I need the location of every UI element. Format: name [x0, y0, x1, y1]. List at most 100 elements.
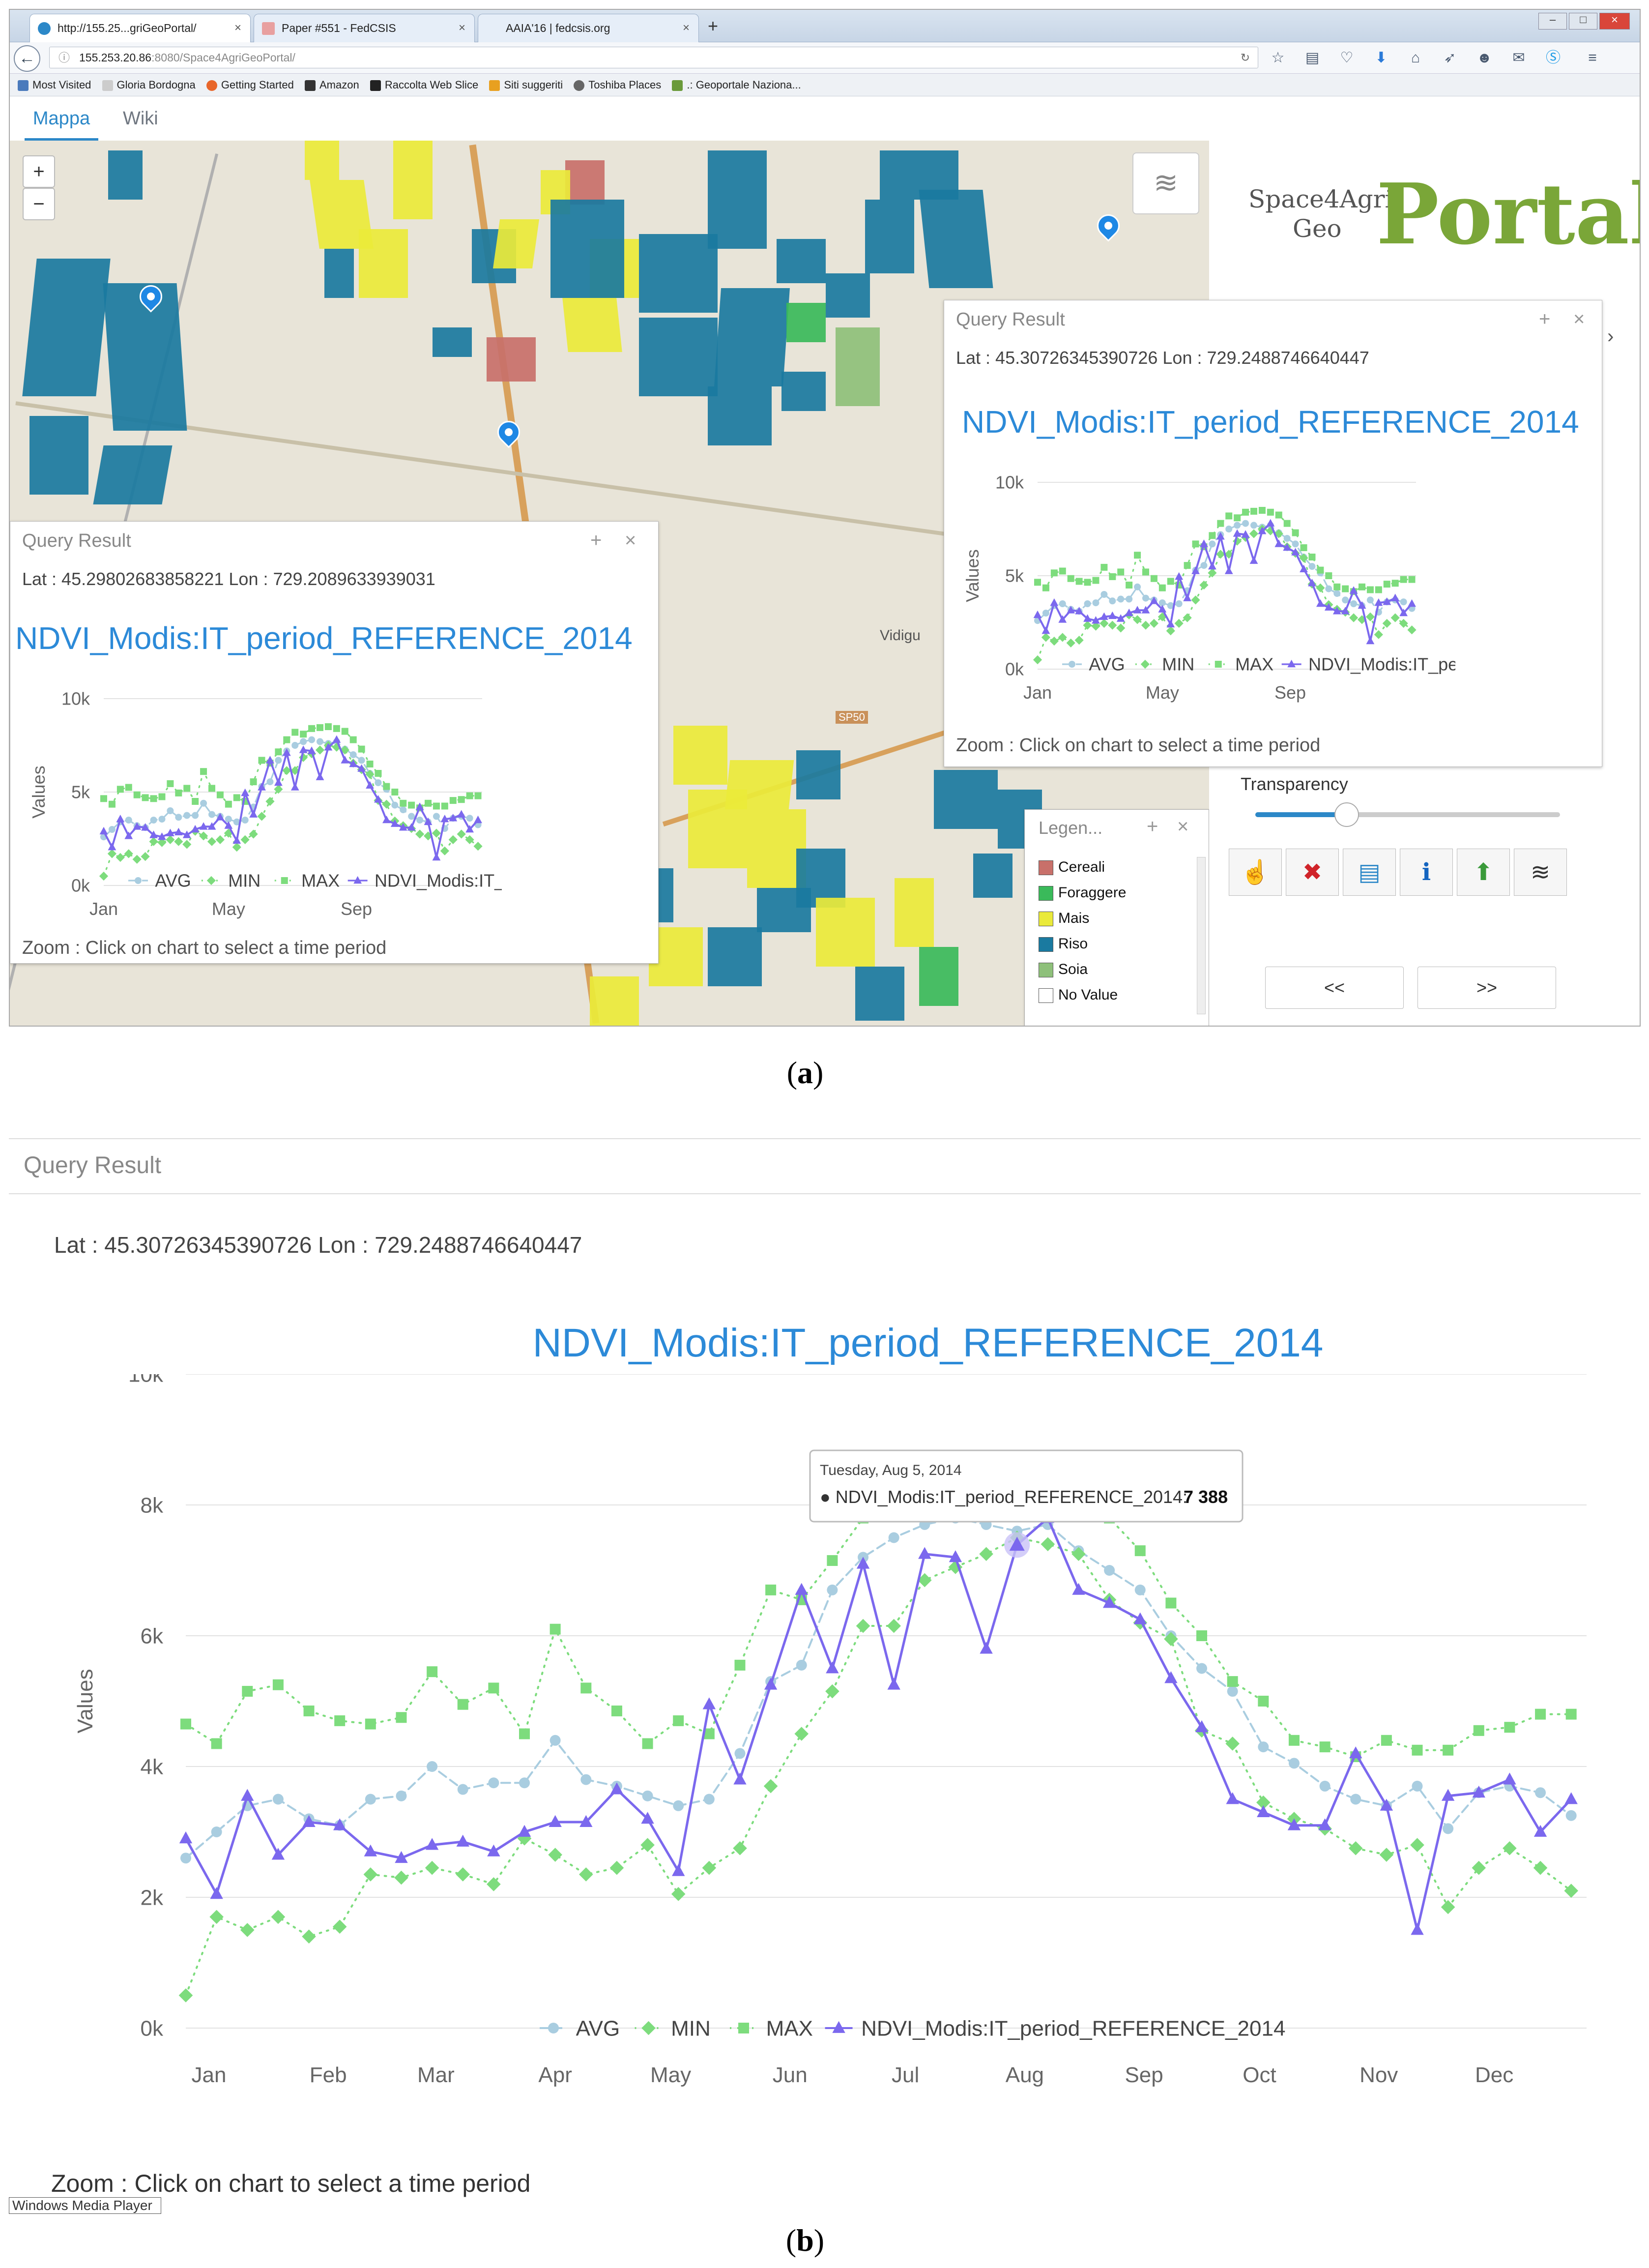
legend-label-max[interactable]: MAX — [301, 871, 340, 891]
smiley-icon[interactable]: ☻ — [1476, 50, 1492, 66]
map-marker-icon[interactable] — [492, 416, 525, 448]
url-field[interactable]: ⓘ 155.253.20.86:8080/Space4AgriGeoPortal… — [49, 47, 1258, 68]
bookmark-siti[interactable]: Siti suggeriti — [489, 74, 563, 96]
data-point-max — [474, 792, 482, 799]
reading-list-icon[interactable]: ▤ — [1305, 50, 1320, 66]
bookmarks-bar: Most Visited Gloria Bordogna Getting Sta… — [10, 74, 1640, 96]
data-point-ndvi — [1224, 566, 1233, 574]
chevron-right-icon[interactable]: › — [1607, 325, 1614, 347]
layers-icon[interactable]: ≋ — [1514, 849, 1567, 896]
expand-icon[interactable]: + — [590, 530, 602, 551]
legend-label-ndvi[interactable]: NDVI_Modis:IT_period_REFERENCE_2014 — [375, 871, 502, 891]
expand-icon[interactable]: + — [1539, 308, 1551, 330]
legend-swatch — [1039, 912, 1053, 927]
legend-label-min[interactable]: MIN — [671, 2016, 711, 2040]
detail-chart[interactable]: 0k 2k 4k 6k 8k 10k Values Jan Feb Mar Apr May Jun Jul… — [9, 1374, 1641, 2161]
close-icon[interactable]: × — [1177, 816, 1189, 837]
data-point-avg — [200, 799, 207, 807]
delete-icon[interactable]: ✖ — [1286, 849, 1339, 896]
data-point-min — [887, 1619, 901, 1633]
expand-icon[interactable]: + — [1147, 816, 1158, 837]
taskbar-item[interactable]: Windows Media Player — [9, 2197, 161, 2214]
legend-label-avg[interactable]: AVG — [1089, 654, 1125, 675]
browser-tab-fedcsis-paper[interactable]: Paper #551 - FedCSIS × — [254, 14, 475, 42]
bookmark-toshiba[interactable]: Toshiba Places — [574, 74, 661, 96]
zoom-in-button[interactable]: + — [23, 155, 55, 188]
data-point-max — [100, 795, 107, 802]
data-point-max — [175, 789, 182, 796]
data-point-min — [1191, 595, 1200, 605]
tab-mappa[interactable]: Mappa — [25, 96, 98, 141]
bookmark-getting-started[interactable]: Getting Started — [206, 74, 294, 96]
legend-label-min[interactable]: MIN — [1162, 654, 1194, 675]
data-point-min — [1174, 619, 1184, 628]
skype-icon[interactable]: Ⓢ — [1546, 50, 1561, 66]
tab-wiki[interactable]: Wiki — [123, 108, 158, 129]
close-tab-icon[interactable]: × — [682, 21, 690, 34]
data-point-avg — [233, 818, 240, 825]
legend-scrollbar[interactable] — [1197, 857, 1206, 1014]
data-point-max — [125, 784, 132, 791]
bookmark-web-slice[interactable]: Raccolta Web Slice — [370, 74, 478, 96]
data-point-max — [108, 800, 116, 808]
previous-button[interactable]: << — [1265, 967, 1404, 1009]
minimize-button[interactable]: – — [1538, 13, 1567, 29]
home-icon[interactable]: ⌂ — [1411, 50, 1420, 66]
bookmark-amazon[interactable]: Amazon — [305, 74, 359, 96]
data-point-max — [1504, 1722, 1515, 1733]
bookmark-gloria[interactable]: Gloria Bordogna — [102, 74, 196, 96]
maximize-button[interactable]: □ — [1569, 13, 1597, 29]
bookmark-geoportale[interactable]: .: Geoportale Naziona... — [672, 74, 801, 96]
legend-swatch — [1039, 963, 1053, 978]
menu-icon[interactable]: ≡ — [1588, 50, 1597, 66]
close-icon[interactable]: × — [625, 530, 636, 551]
browser-tab-geoportal[interactable]: http://155.25...griGeoPortal/ × — [29, 14, 251, 42]
layers-switcher-icon[interactable]: ≋ — [1132, 152, 1199, 214]
data-point-max — [317, 724, 323, 731]
data-point-ndvi — [918, 1547, 931, 1559]
legend-label-avg[interactable]: AVG — [576, 2016, 620, 2040]
data-point-min — [1041, 633, 1051, 642]
upload-icon[interactable]: ⬆ — [1457, 849, 1510, 896]
next-button[interactable]: >> — [1418, 967, 1556, 1009]
zoom-out-button[interactable]: − — [23, 188, 55, 220]
send-icon[interactable]: ➶ — [1444, 50, 1456, 66]
transparency-slider[interactable] — [1255, 802, 1560, 827]
mini-chart-right[interactable]: 10k 5k 0k Values Jan May Sep AVG MIN MAX NDVI_Modi… — [944, 463, 1455, 708]
download-icon[interactable]: ⬇ — [1375, 50, 1388, 66]
mini-chart-left[interactable]: 10k 5k 0k Values Jan May Sep AVG MIN MAX NDVI_Modi… — [10, 679, 502, 925]
transparency-slider-handle[interactable] — [1334, 802, 1359, 827]
close-icon[interactable]: × — [1573, 308, 1585, 330]
bookmark-most-visited[interactable]: Most Visited — [18, 74, 91, 96]
legend-label-min[interactable]: MIN — [228, 871, 260, 891]
data-point-min — [271, 1910, 286, 1924]
reload-icon[interactable]: ↻ — [1240, 51, 1250, 64]
close-tab-icon[interactable]: × — [458, 21, 465, 34]
x-tick-label: May — [212, 899, 245, 919]
data-point-ndvi — [99, 826, 108, 835]
data-point-ndvi — [1383, 597, 1391, 605]
legend-label-max[interactable]: MAX — [1235, 654, 1273, 675]
new-tab-button[interactable]: + — [708, 16, 719, 36]
data-point-ndvi — [415, 802, 424, 810]
document-icon[interactable]: ▤ — [1343, 849, 1396, 896]
legend-label-avg[interactable]: AVG — [155, 871, 191, 891]
back-button[interactable]: ← — [14, 45, 40, 72]
pan-hand-icon[interactable]: ☝ — [1229, 849, 1282, 896]
bookmark-star-icon[interactable]: ☆ — [1271, 50, 1285, 66]
legend-label-max[interactable]: MAX — [766, 2016, 813, 2040]
legend-label-ndvi[interactable]: NDVI_Modis:IT_period_REFERENCE_2014 — [1308, 654, 1455, 675]
close-tab-icon[interactable]: × — [234, 21, 241, 34]
data-point-min — [299, 753, 308, 762]
x-tick-label: Jan — [1023, 682, 1052, 703]
data-point-max — [142, 794, 149, 801]
chat-icon[interactable]: ✉ — [1512, 50, 1525, 66]
legend-label-ndvi[interactable]: NDVI_Modis:IT_period_REFERENCE_2014 — [861, 2016, 1285, 2040]
data-point-max — [216, 791, 224, 798]
map-marker-icon[interactable] — [1092, 209, 1125, 242]
info-icon[interactable]: ℹ — [1400, 849, 1453, 896]
browser-tab-aaia[interactable]: AAIA'16 | fedcsis.org × — [478, 14, 699, 42]
close-window-button[interactable]: × — [1599, 13, 1630, 29]
legend-marker-max — [1215, 661, 1222, 668]
pocket-icon[interactable]: ♡ — [1340, 50, 1354, 66]
